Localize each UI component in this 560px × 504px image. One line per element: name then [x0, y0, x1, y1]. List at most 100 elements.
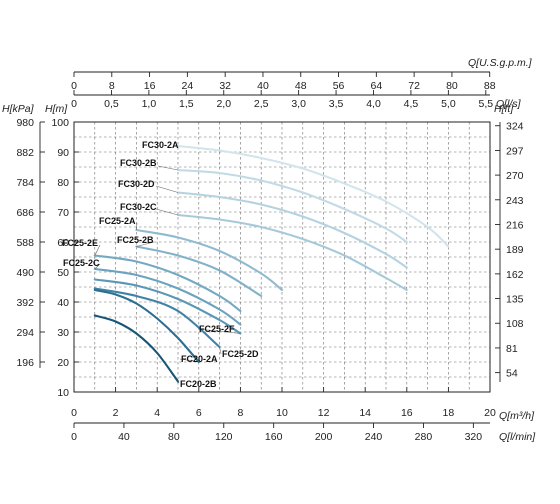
tick-label-q-usgpm: 32 — [219, 80, 231, 92]
tick-label-h-kpa: 196 — [16, 357, 34, 369]
tick-label-q-ls: 4,5 — [404, 98, 419, 110]
tick-label-h-ft: 297 — [506, 145, 524, 157]
tick-label-h-ft: 162 — [506, 269, 524, 281]
axis-ticks — [39, 71, 501, 428]
tick-label-h-kpa: 686 — [16, 207, 34, 219]
tick-label-q-lmin: 0 — [71, 431, 77, 443]
leader-fc25-2d — [219, 346, 222, 355]
curve-fc30-2b — [176, 168, 408, 244]
tick-label-q-usgpm: 24 — [182, 80, 194, 92]
tick-label-q-lmin: 160 — [265, 431, 283, 443]
axis-label-q-ls: Q[l/s] — [496, 98, 522, 110]
leader-fc30-2b — [157, 165, 179, 171]
leader-fc25-2c — [94, 263, 101, 270]
tick-label-q-ls: 2,0 — [216, 98, 231, 110]
leader-fc25-2f — [197, 328, 241, 334]
tick-label-q-ls: 3,5 — [329, 98, 344, 110]
tick-label-h-m: 20 — [57, 357, 69, 369]
curve-label-fc25-2b: FC25-2B — [117, 235, 154, 245]
curve-label-fc25-2f: FC25-2F — [199, 324, 235, 334]
curve-fc30-2d — [176, 191, 408, 269]
curve-label-fc30-2d: FC30-2D — [118, 179, 155, 189]
tick-label-q-m3h: 20 — [484, 407, 496, 419]
tick-label-q-lmin: 320 — [465, 431, 483, 443]
tick-label-q-usgpm: 72 — [408, 80, 420, 92]
axis-label-q-usgpm: Q[U.S.g.p.m.] — [468, 57, 533, 69]
curve-fc25-2b — [135, 245, 263, 298]
tick-label-h-m: 90 — [57, 147, 69, 159]
tick-label-q-usgpm: 56 — [333, 80, 345, 92]
curve-fc20-2b — [93, 314, 180, 383]
tick-label-h-m: 50 — [57, 267, 69, 279]
tick-label-q-m3h: 6 — [196, 407, 202, 419]
leader-fc25-2e — [94, 244, 101, 256]
curve-label-fc30-2a: FC30-2A — [142, 140, 179, 150]
tick-label-q-usgpm: 16 — [144, 80, 156, 92]
tick-label-q-usgpm: 40 — [257, 80, 269, 92]
tick-label-h-ft: 81 — [506, 343, 518, 355]
tick-label-h-m: 10 — [57, 387, 69, 399]
leader-fc25-2b — [136, 241, 155, 247]
tick-label-q-m3h: 10 — [276, 407, 288, 419]
tick-label-q-m3h: 0 — [71, 407, 77, 419]
axis-tick-labels: 0 2 4 6 8 10 12 14 16 18 200 40 80 120 160 200 240 280 320… — [16, 80, 523, 443]
tick-label-h-m: 40 — [57, 297, 69, 309]
tick-label-h-ft: 54 — [506, 368, 518, 380]
tick-label-q-m3h: 14 — [359, 407, 371, 419]
tick-label-h-ft: 243 — [506, 195, 524, 207]
tick-label-q-usgpm: 48 — [295, 80, 307, 92]
tick-label-h-m: 60 — [57, 237, 69, 249]
leader-fc20-2a — [179, 358, 199, 363]
curve-label-fc20-2a: FC20-2A — [181, 354, 218, 364]
tick-label-q-ls: 0,5 — [104, 98, 119, 110]
tick-label-h-kpa: 980 — [16, 117, 34, 129]
tick-label-q-usgpm: 80 — [446, 80, 458, 92]
tick-label-q-ls: 1,5 — [179, 98, 194, 110]
tick-label-h-kpa: 588 — [16, 237, 34, 249]
tick-label-q-ls: 5,0 — [441, 98, 456, 110]
tick-label-q-m3h: 8 — [237, 407, 243, 419]
tick-label-h-kpa: 490 — [16, 267, 34, 279]
tick-label-h-m: 70 — [57, 207, 69, 219]
tick-label-h-ft: 189 — [506, 244, 524, 256]
curve-label-fc25-2c: FC25-2C — [63, 258, 100, 268]
curve-label-fc25-2d: FC25-2D — [222, 349, 259, 359]
tick-label-q-lmin: 240 — [365, 431, 383, 443]
grid-lines — [74, 122, 490, 392]
tick-label-q-ls: 2,5 — [254, 98, 269, 110]
tick-label-h-ft: 135 — [506, 294, 524, 306]
performance-curves — [93, 144, 450, 383]
curve-label-fc20-2b: FC20-2B — [180, 379, 217, 389]
tick-label-q-m3h: 4 — [154, 407, 160, 419]
axis-label-h-kpa: H[kPa] — [2, 103, 35, 115]
label-leaders — [94, 165, 241, 384]
tick-label-q-lmin: 40 — [118, 431, 130, 443]
tick-label-q-usgpm: 0 — [71, 80, 77, 92]
curve-label-fc30-2c: FC30-2C — [120, 202, 157, 212]
curve-labels: FC30-2A FC30-2B FC30-2D FC30-2C FC25-2A FC25-… — [62, 140, 259, 389]
tick-label-h-ft: 108 — [506, 318, 524, 330]
tick-label-q-m3h: 2 — [113, 407, 119, 419]
tick-label-q-usgpm: 8 — [109, 80, 115, 92]
curve-label-fc25-2e: FC25-2E — [62, 238, 98, 248]
curve-fc25-2d — [93, 287, 221, 349]
tick-label-q-ls: 5,5 — [479, 98, 494, 110]
curve-label-fc25-2a: FC25-2A — [99, 216, 136, 226]
tick-label-h-ft: 216 — [506, 219, 524, 231]
curve-fc25-2a — [135, 228, 284, 292]
tick-label-h-kpa: 294 — [16, 327, 34, 339]
curve-fc30-2a — [176, 144, 450, 248]
tick-label-q-m3h: 18 — [443, 407, 455, 419]
tick-label-q-usgpm: 88 — [484, 80, 496, 92]
tick-label-q-ls: 3,0 — [291, 98, 306, 110]
tick-label-q-lmin: 280 — [415, 431, 433, 443]
tick-label-h-ft: 270 — [506, 170, 524, 182]
tick-label-q-lmin: 120 — [215, 431, 233, 443]
leader-fc20-2b — [177, 381, 180, 384]
tick-label-h-kpa: 392 — [16, 297, 34, 309]
tick-label-q-ls: 1,0 — [142, 98, 157, 110]
tick-label-h-m: 80 — [57, 177, 69, 189]
axis-label-q-lmin: Q[l/min] — [499, 431, 536, 443]
leader-fc30-2d — [155, 185, 179, 193]
